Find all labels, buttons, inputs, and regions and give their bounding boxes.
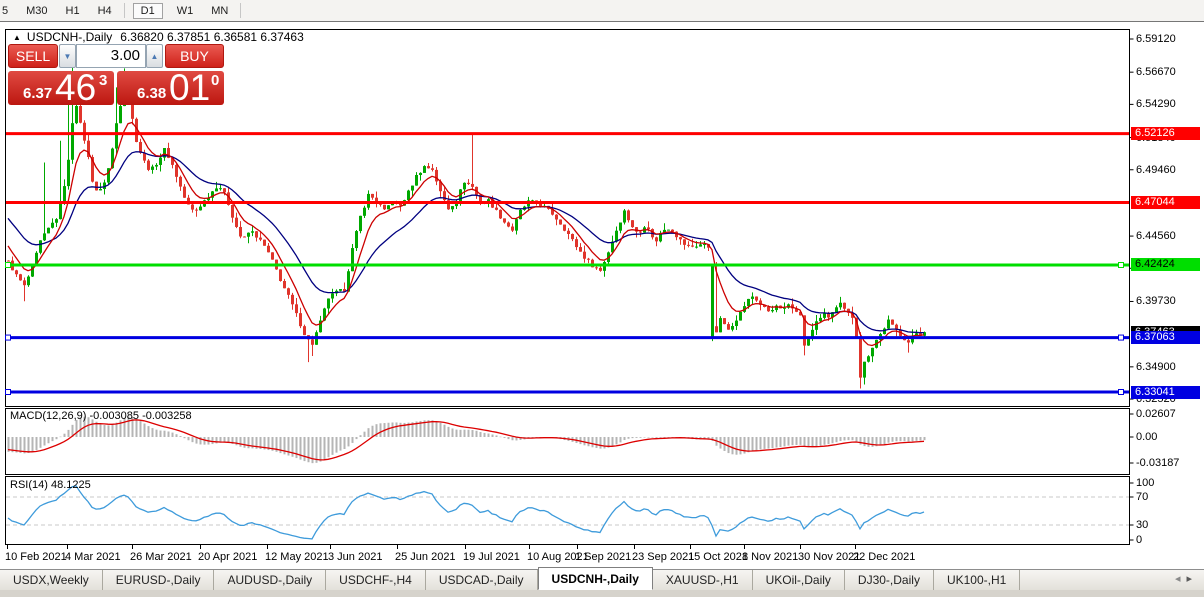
price-tick: 6.34900 [1136, 360, 1176, 373]
tab-usdcnh-daily[interactable]: USDCNH-,Daily [537, 567, 653, 590]
symbol-label: USDCNH-,Daily [26, 30, 113, 44]
tabs-scroll-left-icon[interactable]: ◂ [1174, 573, 1187, 585]
tabs-scroll-right-icon[interactable]: ▸ [1186, 573, 1198, 585]
price-label-6.47044: 6.47044 [1131, 195, 1200, 209]
price-label-6.42424: 6.42424 [1131, 258, 1200, 272]
timeframe-d1[interactable]: D1 [132, 2, 163, 19]
price-tick: 6.39730 [1136, 295, 1176, 308]
timeframe-mn[interactable]: MN [211, 4, 229, 17]
timeframe-h1[interactable]: H1 [65, 4, 80, 17]
rsi-label: RSI(14) 48.1225 [10, 479, 91, 491]
tab-eurusd-daily[interactable]: EURUSD-,Daily [103, 570, 215, 590]
buy-price-panel[interactable]: 6.38 01 0 [117, 67, 224, 108]
buy-price-base: 6.38 [137, 85, 167, 102]
line-handle[interactable] [5, 261, 11, 268]
date-label: 12 May 2021 [265, 551, 329, 563]
price-label-6.37063: 6.37063 [1131, 331, 1200, 345]
tab-usdcad-daily[interactable]: USDCAD-,Daily [426, 570, 538, 590]
date-label: 3 Jun 2021 [328, 551, 383, 563]
price-tick: 6.56670 [1136, 66, 1176, 79]
macd-label: MACD(12,26,9) -0.003085 -0.003258 [10, 410, 192, 422]
toolbar-separator [240, 3, 242, 18]
tab-usdchf-h4[interactable]: USDCHF-,H4 [326, 570, 426, 590]
ohlc-values: 6.36820 6.37851 6.36581 6.37463 [120, 30, 304, 44]
chart-title: ▲ USDCNH-,Daily 6.36820 6.37851 6.36581 6.… [13, 30, 304, 44]
tab-uk100-h1[interactable]: UK100-,H1 [934, 570, 1021, 590]
sell-button[interactable]: SELL [8, 44, 58, 68]
tabs-scroll: ◂▸ [1175, 572, 1198, 585]
date-label: 10 Feb 2021 [5, 551, 67, 563]
macd-histogram [7, 416, 926, 464]
buy-price-pips: 01 [169, 67, 211, 108]
date-label: 25 Jun 2021 [395, 551, 456, 563]
status-strip [0, 590, 1204, 597]
price-tick: 6.54290 [1136, 98, 1176, 111]
volume-increase-button[interactable]: ▲ [146, 44, 163, 68]
rsi-tick: 100 [1136, 477, 1155, 489]
line-handle[interactable] [5, 334, 11, 341]
rsi-tick: 30 [1136, 519, 1149, 531]
chart-tabs-bar: USDX,Weekly EURUSD-,Daily AUDUSD-,Daily USD… [0, 567, 1204, 590]
date-label: 4 Mar 2021 [65, 551, 121, 563]
chevron-down-icon: ▼ [63, 51, 72, 61]
volume-decrease-button[interactable]: ▼ [59, 44, 76, 68]
price-tick: 6.44560 [1136, 230, 1176, 243]
timeframe-toolbar: 5 M30 H1 H4 D1 W1 MN [0, 0, 1204, 22]
buy-price-point: 0 [211, 72, 220, 89]
rsi-pane[interactable] [5, 476, 1130, 545]
price-tick: 6.49460 [1136, 163, 1176, 176]
macd-tick: -0.03187 [1136, 457, 1180, 469]
date-label: 20 Apr 2021 [198, 551, 258, 563]
date-label: 26 Mar 2021 [130, 551, 192, 563]
timeframe-h4[interactable]: H4 [97, 4, 112, 17]
tab-ukoil-daily[interactable]: UKOil-,Daily [753, 570, 845, 590]
tab-dj30-daily[interactable]: DJ30-,Daily [845, 570, 934, 590]
timeframe-m30[interactable]: M30 [26, 4, 48, 17]
collapse-panel-icon[interactable]: ▲ [13, 33, 21, 42]
volume-input[interactable]: 3.00 [76, 44, 146, 68]
macd-tick: 0.00 [1136, 431, 1158, 443]
buy-button[interactable]: BUY [165, 44, 224, 68]
date-label: 19 Jul 2021 [463, 551, 520, 563]
sell-price-base: 6.37 [23, 85, 53, 102]
rsi-tick: 70 [1136, 491, 1149, 503]
tab-audusd-daily[interactable]: AUDUSD-,Daily [214, 570, 327, 590]
tab-xauusd-h1[interactable]: XAUUSD-,H1 [653, 570, 753, 590]
line-handle[interactable] [1118, 261, 1124, 268]
date-label: 8 Nov 2021 [742, 551, 799, 563]
line-handle[interactable] [5, 389, 11, 396]
sell-price-panel[interactable]: 6.37 46 3 [8, 67, 114, 108]
timeframe-w1[interactable]: W1 [176, 4, 194, 17]
one-click-trade-panel: SELL ▼ 3.00 ▲ BUY 6.37 46 3 6.38 01 0 [8, 44, 224, 108]
sell-price-point: 3 [99, 72, 108, 89]
date-label: 23 Sep 2021 [632, 551, 695, 563]
price-tick: 6.59120 [1136, 33, 1176, 45]
price-label-6.52126: 6.52126 [1131, 127, 1200, 141]
date-label: 15 Oct 2021 [688, 551, 748, 563]
toolbar-separator [123, 3, 125, 18]
timeframe-m15[interactable]: 5 [2, 4, 9, 17]
tab-usdx-weekly[interactable]: USDX,Weekly [0, 570, 103, 590]
line-handle[interactable] [1118, 389, 1124, 396]
date-label: 10 Aug 2021 [527, 551, 589, 563]
rsi-tick: 0 [1136, 534, 1143, 546]
macd-tick: 0.02607 [1136, 408, 1176, 420]
price-label-6.33041: 6.33041 [1131, 385, 1200, 399]
line-handle[interactable] [1118, 334, 1124, 341]
sell-price-pips: 46 [55, 67, 97, 108]
date-label: 22 Dec 2021 [853, 551, 916, 563]
date-label: 1 Sep 2021 [575, 551, 632, 563]
date-label: 30 Nov 2021 [798, 551, 861, 563]
chevron-up-icon: ▲ [150, 51, 159, 61]
